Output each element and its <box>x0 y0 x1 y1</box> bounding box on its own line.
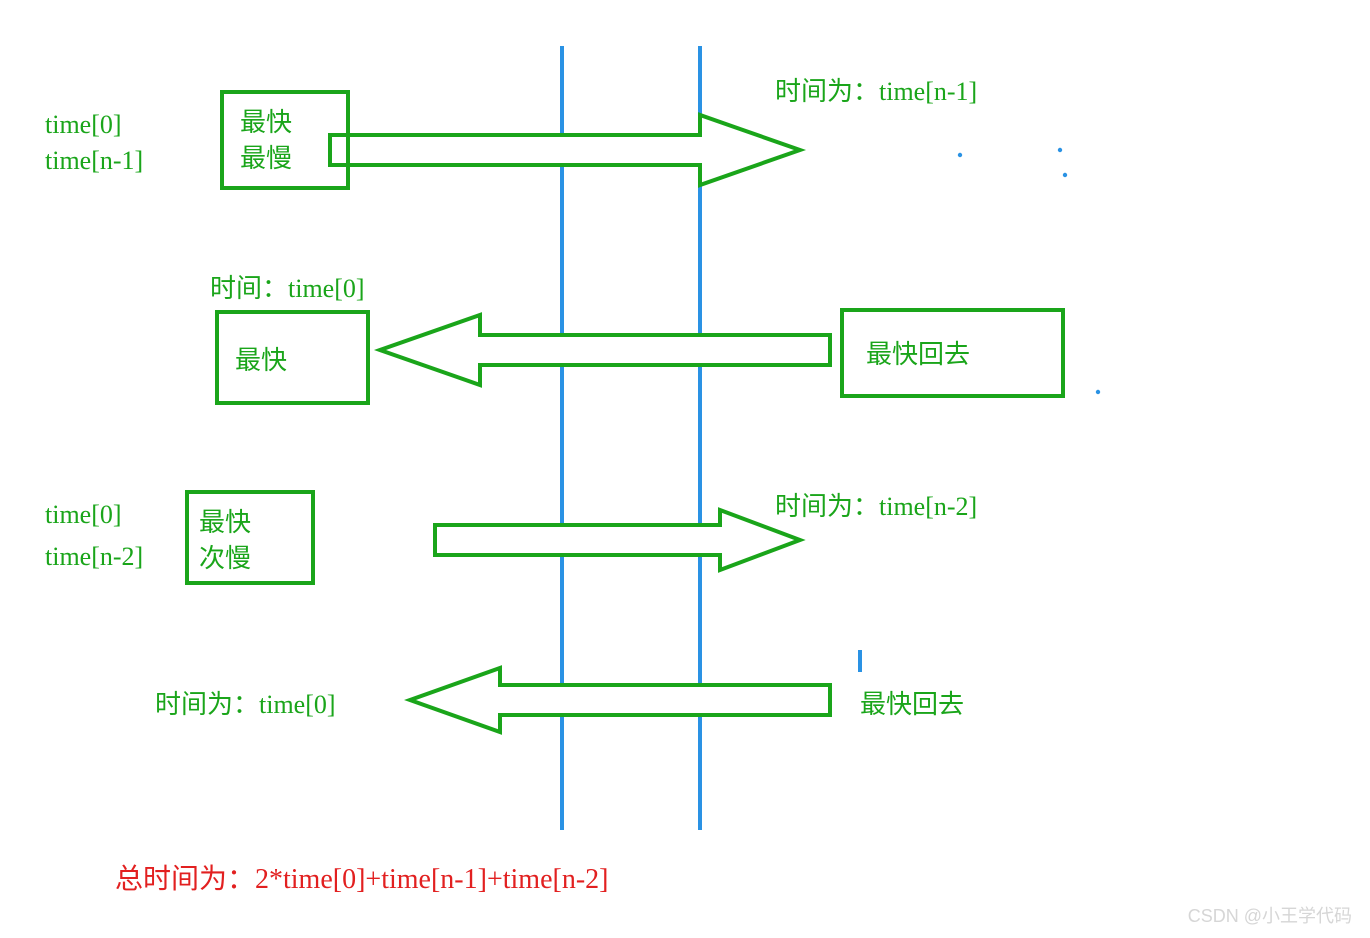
step1-box-line1: 最快 <box>240 106 292 140</box>
step3-box: 最快 次慢 <box>185 490 315 585</box>
watermark: CSDN @小王学代码 <box>1188 902 1352 928</box>
step2-left-box: 最快 <box>215 310 370 405</box>
stray-dot-1 <box>1058 148 1062 152</box>
step2-arrow-left <box>380 315 830 385</box>
diagram-svg <box>0 0 1370 938</box>
step1-left-line2: time[n-1] <box>45 144 143 178</box>
step3-left-line2: time[n-2] <box>45 540 143 574</box>
step2-left-box-text: 最快 <box>235 344 287 378</box>
stray-dot-0 <box>958 153 962 157</box>
step4-arrow-left <box>410 668 830 732</box>
step2-top-label: 时间：time[0] <box>210 272 365 306</box>
stray-dot-2 <box>1063 173 1067 177</box>
step3-arrow-right <box>435 510 800 570</box>
step3-left-line1: time[0] <box>45 498 122 532</box>
summary-text: 总时间为：2*time[0]+time[n-1]+time[n-2] <box>115 862 608 898</box>
stray-dot-3 <box>1096 390 1100 394</box>
step1-box-line2: 最慢 <box>240 142 292 176</box>
step4-right-label: 最快回去 <box>860 688 964 722</box>
step1-left-line1: time[0] <box>45 108 122 142</box>
step4-left-label: 时间为：time[0] <box>155 688 336 722</box>
diagram-stage: time[0] time[n-1] 最快 最慢 时间为：time[n-1] 时间… <box>0 0 1370 938</box>
step2-right-box-text: 最快回去 <box>866 338 970 372</box>
step3-box-line2: 次慢 <box>199 542 251 576</box>
step3-box-line1: 最快 <box>199 506 251 540</box>
step1-box: 最快 最慢 <box>220 90 350 190</box>
step3-right-label: 时间为：time[n-2] <box>775 490 977 524</box>
step2-right-box: 最快回去 <box>840 308 1065 398</box>
step1-arrow-right <box>330 115 800 185</box>
step1-right-label: 时间为：time[n-1] <box>775 75 977 109</box>
